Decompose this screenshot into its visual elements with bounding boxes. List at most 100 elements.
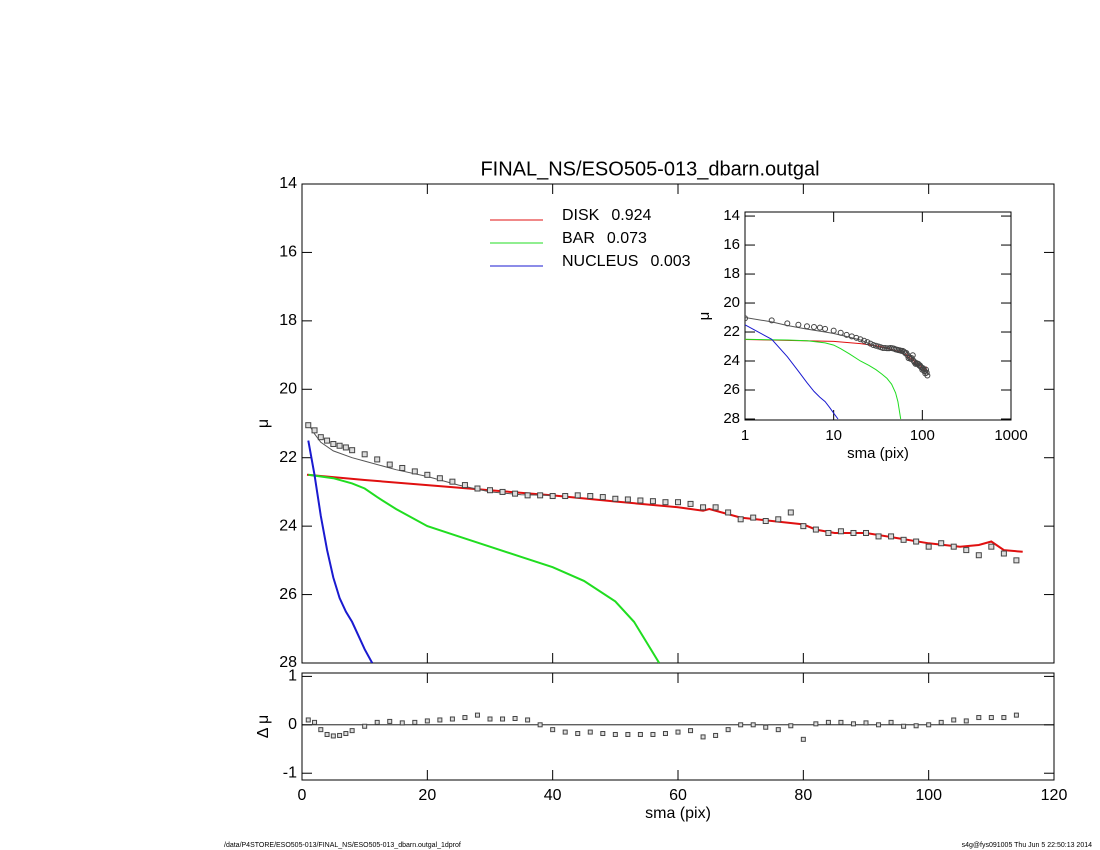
residual-point: [688, 728, 694, 734]
model-line: [745, 338, 902, 420]
residual-point: [550, 727, 556, 733]
residual-point: [938, 719, 944, 725]
residual-point: [387, 718, 393, 724]
x-axis-label: sma (pix): [847, 445, 909, 462]
residual-point: [700, 734, 706, 740]
data-point: [649, 498, 656, 505]
data-point: [624, 496, 631, 503]
y-tick-label: 22: [723, 323, 740, 340]
residual-point: [813, 721, 819, 727]
residual-point: [1001, 715, 1007, 721]
data-point: [612, 495, 619, 502]
data-point: [449, 478, 456, 485]
y-tick-label: 14: [723, 207, 740, 224]
chart-title: FINAL_NS/ESO505-013_dbarn.outgal: [480, 158, 819, 180]
residual-point: [838, 719, 844, 725]
data-point: [512, 490, 519, 497]
residual-point: [305, 717, 311, 723]
y-tick-label: 16: [723, 236, 740, 253]
data-point: [424, 471, 431, 478]
legend-fraction: 0.073: [607, 230, 647, 247]
data-point: [795, 321, 802, 328]
footer-left: /data/P4STORE/ESO505-013/FINAL_NS/ESO505…: [224, 842, 461, 849]
data-point: [938, 540, 945, 547]
y-tick-label: 14: [279, 175, 297, 192]
residual-point: [600, 731, 606, 737]
residual-point: [913, 723, 919, 729]
residual-point: [330, 733, 336, 739]
residual-point: [675, 729, 681, 735]
x-tick-label: 1: [741, 427, 749, 444]
y-tick-label: 16: [279, 244, 297, 261]
data-point: [867, 340, 874, 347]
x-tick-label: 120: [1041, 787, 1068, 804]
data-point: [524, 492, 531, 499]
data-point: [775, 516, 782, 523]
residual-point: [713, 732, 719, 738]
residual-point: [976, 715, 982, 721]
data-point: [837, 329, 844, 336]
data-point: [487, 487, 493, 494]
data-point: [784, 320, 791, 327]
data-point: [800, 523, 807, 530]
residual-point: [349, 728, 355, 734]
data-point: [822, 325, 829, 332]
x-tick-label: 40: [544, 787, 562, 804]
residual-point: [825, 719, 831, 725]
data-point: [1013, 557, 1020, 564]
x-tick-label: 80: [794, 787, 812, 804]
data-point: [499, 488, 506, 495]
legend-label: BAR: [562, 230, 595, 247]
residual-point: [750, 722, 756, 728]
data-point: [963, 547, 970, 554]
data-point: [857, 336, 864, 343]
y-tick-label: 0: [288, 716, 297, 733]
data-point: [909, 352, 916, 359]
data-point: [737, 516, 744, 523]
data-point: [687, 500, 694, 507]
residual-point: [324, 731, 330, 737]
data-point: [923, 366, 930, 373]
y-tick-label: 20: [723, 294, 740, 311]
data-point: [342, 444, 349, 451]
residual-point: [312, 719, 318, 725]
residual-point: [337, 732, 343, 738]
y-tick-label: 18: [279, 312, 297, 329]
residual-point: [412, 719, 418, 725]
y-axis-label: μ: [255, 419, 272, 428]
residual-point: [437, 717, 443, 723]
data-point: [374, 456, 381, 463]
y-tick-label: 20: [279, 381, 297, 398]
y-tick-label: 1: [288, 668, 297, 685]
data-point: [888, 533, 895, 540]
residual-point: [612, 731, 618, 737]
x-tick-label: 100: [915, 787, 942, 804]
data-point: [662, 499, 669, 506]
data-point: [787, 509, 794, 516]
model-line: [306, 473, 1023, 553]
y-axis-label: μ: [696, 312, 713, 321]
data-point: [549, 493, 556, 500]
residual-point: [575, 731, 581, 737]
data-point: [537, 492, 544, 499]
data-point: [562, 493, 569, 500]
data-point: [830, 327, 837, 334]
residual-point: [625, 731, 631, 737]
residual-point: [863, 720, 869, 726]
y-tick-label: 24: [279, 517, 297, 534]
residual-point: [788, 723, 794, 729]
data-point: [637, 497, 644, 504]
data-point: [399, 464, 406, 471]
data-point: [913, 538, 920, 545]
residual-point: [963, 718, 969, 724]
residual-point: [951, 717, 957, 723]
data-point: [324, 437, 331, 444]
data-point: [870, 342, 877, 349]
data-point: [1000, 550, 1007, 557]
y-tick-label: 26: [279, 586, 297, 603]
residual-point: [888, 719, 894, 725]
data-point: [861, 337, 868, 344]
data-point: [900, 536, 907, 543]
